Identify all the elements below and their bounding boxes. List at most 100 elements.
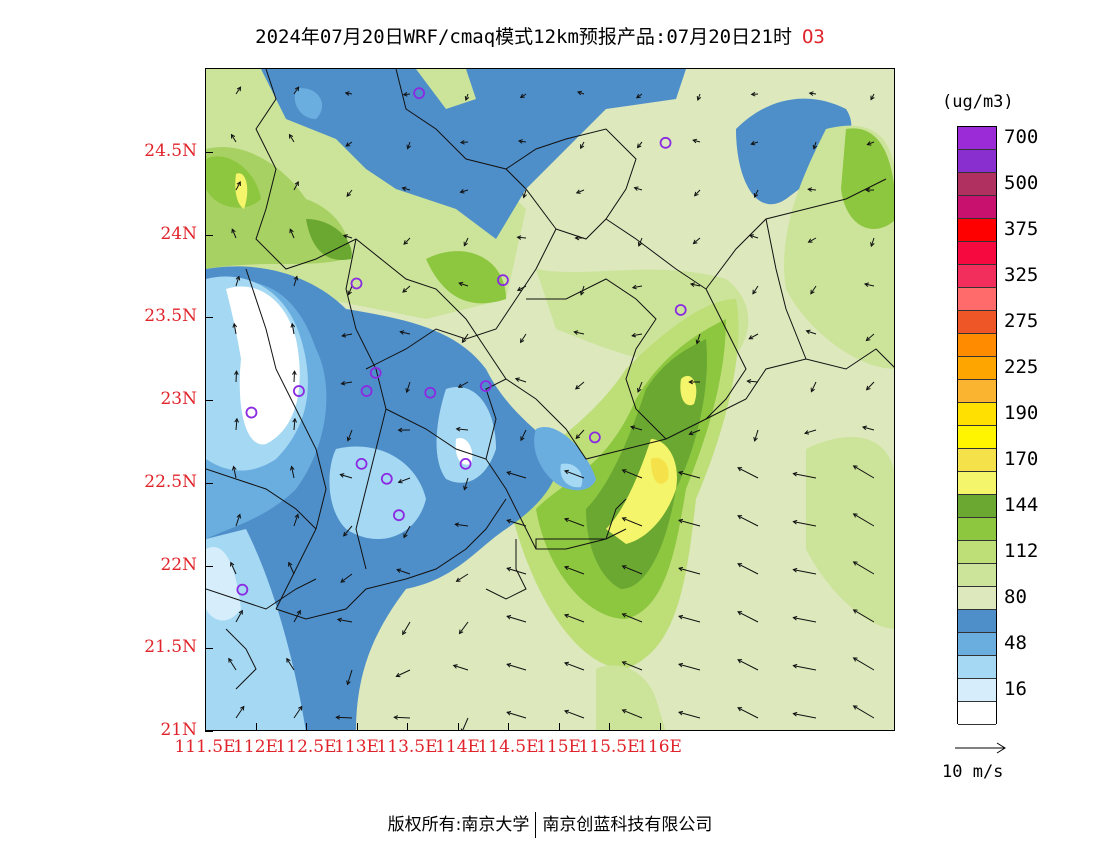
colorbar-label: 275: [1004, 309, 1039, 332]
wind-arrow: [678, 710, 701, 719]
longitude-label: 114.5E: [477, 737, 539, 757]
station-marker-icon[interactable]: [413, 87, 426, 100]
colorbar-segment: [958, 242, 996, 265]
wind-arrow: [870, 93, 875, 101]
wind-arrow: [347, 285, 353, 296]
wind-arrow: [792, 663, 817, 671]
field-band-16-estuary: [436, 387, 496, 483]
wind-arrow: [341, 332, 353, 338]
colorbar-segment: [958, 311, 996, 334]
station-marker-icon[interactable]: [588, 431, 601, 444]
station-marker-icon[interactable]: [497, 274, 509, 287]
station-marker-icon[interactable]: [393, 509, 405, 522]
station-marker-icon[interactable]: [459, 457, 472, 470]
wind-arrow: [454, 522, 469, 528]
wind-arrow: [522, 189, 527, 199]
field-band-16-corner: [206, 547, 241, 621]
wind-arrow: [516, 285, 527, 291]
wind-arrow: [810, 285, 817, 295]
station-marker-icon[interactable]: [674, 304, 687, 316]
wind-arrow: [750, 140, 759, 146]
wind-arrow: [621, 661, 643, 671]
wind-arrow: [573, 330, 585, 335]
latitude-label: 22.5N: [144, 471, 197, 492]
wind-arrow: [863, 282, 875, 287]
wind-arrow: [519, 333, 527, 344]
longitude-label: 114E: [435, 737, 480, 757]
colorbar-segment: [958, 288, 996, 311]
station-marker-icon[interactable]: [360, 385, 373, 397]
field-band-170-core: [651, 457, 669, 484]
wind-arrow: [403, 237, 411, 245]
station-marker-icon[interactable]: [245, 406, 258, 419]
wind-arrow: [807, 187, 817, 192]
wind-arrow: [346, 429, 353, 442]
latitude-tick: [205, 400, 213, 401]
wind-arrow: [563, 469, 585, 479]
latitude-label: 24N: [160, 223, 197, 244]
colorbar-label: 170: [1004, 447, 1039, 470]
station-marker-icon[interactable]: [380, 472, 393, 485]
station-marker-icon[interactable]: [350, 277, 363, 290]
wind-arrow: [631, 284, 643, 290]
wind-arrow: [737, 515, 759, 527]
wind-arrow: [458, 281, 469, 287]
wind-arrow: [231, 228, 237, 239]
field-band-144-central-north: [426, 251, 506, 304]
wind-arrow: [688, 429, 701, 436]
longitude-label: 115E: [536, 737, 581, 757]
wind-arrow: [343, 525, 353, 537]
field-band-144-east: [841, 128, 894, 229]
wind-arrow: [293, 86, 300, 95]
wind-arrow: [232, 322, 238, 335]
wind-arrow: [696, 93, 702, 101]
station-marker-icon[interactable]: [293, 385, 305, 397]
station-marker-icon[interactable]: [236, 583, 249, 596]
wind-arrow: [288, 133, 295, 143]
wind-arrow: [346, 189, 353, 197]
station-markers: [236, 87, 687, 596]
wind-arrow: [293, 609, 301, 623]
wind-arrow: [692, 237, 701, 245]
wind-arrow: [621, 709, 643, 719]
latitude-tick: [205, 565, 213, 567]
wind-arrow: [234, 417, 240, 431]
wind-arrow: [810, 381, 817, 393]
wind-arrow: [852, 705, 875, 719]
wind-arrow: [574, 235, 585, 241]
longitude-tick: [609, 723, 610, 731]
station-marker-icon[interactable]: [355, 457, 368, 470]
wind-arrow: [342, 234, 353, 239]
wind-arrow: [576, 90, 585, 96]
colorbar-segment: [958, 541, 996, 564]
wind-arrow: [463, 237, 469, 247]
station-marker-icon[interactable]: [659, 136, 672, 149]
wind-arrow: [563, 613, 585, 623]
wind-arrow: [345, 141, 353, 147]
wind-arrow: [574, 381, 585, 390]
wind-arrow: [292, 370, 297, 383]
wind-arrow: [340, 573, 353, 583]
wind-arrow: [395, 669, 411, 678]
colorbar-label: 325: [1004, 263, 1039, 286]
colorbar-segment: [958, 173, 996, 196]
colorbar-label: 48: [1004, 631, 1027, 654]
station-marker-icon[interactable]: [369, 366, 382, 379]
copyright-footer: 版权所有:南京大学 南京创蓝科技有限公司: [0, 810, 1100, 838]
colorbar-label: 375: [1004, 217, 1039, 240]
wind-arrow: [506, 471, 527, 479]
station-marker-icon[interactable]: [424, 386, 437, 399]
wind-arrow: [852, 465, 875, 479]
station-marker-icon[interactable]: [479, 380, 492, 393]
colorbar-label: 80: [1004, 585, 1027, 608]
wind-arrow: [737, 563, 759, 575]
longitude-tick: [457, 723, 459, 731]
field-band-16-southwest: [329, 446, 426, 539]
wind-arrow: [865, 381, 875, 391]
wind-arrow: [402, 621, 411, 636]
wind-arrow: [230, 561, 237, 575]
wind-arrow: [792, 711, 817, 719]
latitude-label: 23N: [160, 389, 197, 409]
wind-arrow: [621, 565, 643, 575]
latitude-label: 21.5N: [144, 637, 197, 658]
